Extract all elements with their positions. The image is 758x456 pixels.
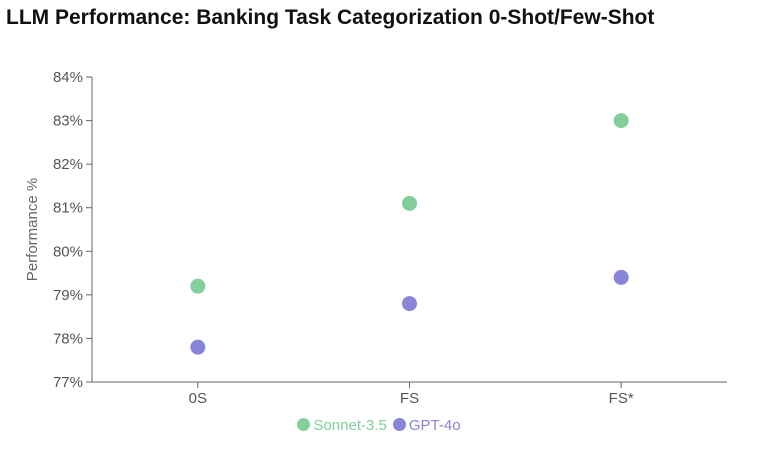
y-tick-label: 80% [53,243,83,260]
y-tick-label: 81% [53,200,83,217]
legend-label: Sonnet-3.5 [313,417,387,434]
legend-dot-icon [392,418,406,431]
legend-label: GPT-4o [408,417,461,434]
legend-item[interactable]: GPT-4o [392,417,461,434]
y-tick-label: 84% [53,69,83,86]
data-point[interactable] [190,339,206,355]
y-axis: 77% 78% 79% 80% 81% 82% 83% 84% [53,69,93,391]
x-tick-label: FS [400,390,419,407]
legend-dot-icon [297,418,311,431]
legend: Sonnet-3.5 GPT-4o [0,417,758,434]
data-point[interactable] [402,195,417,211]
y-tick-label: 77% [53,374,83,391]
data-point[interactable] [613,269,629,285]
x-tick-label: FS* [609,390,634,407]
y-tick-label: 78% [53,330,83,347]
data-point[interactable] [190,278,206,294]
y-tick-label: 83% [53,113,83,130]
x-tick-label: 0S [189,390,207,407]
x-axis: 0S FS FS* [92,381,727,407]
data-point[interactable] [613,113,629,129]
data-points [190,113,629,355]
y-tick-label: 82% [53,156,83,173]
y-tick-label: 79% [53,287,83,304]
data-point[interactable] [402,296,417,312]
chart-title: LLM Performance: Banking Task Categoriza… [6,6,655,29]
y-axis-title: Performance % [24,178,41,281]
legend-item[interactable]: Sonnet-3.5 [297,417,387,434]
